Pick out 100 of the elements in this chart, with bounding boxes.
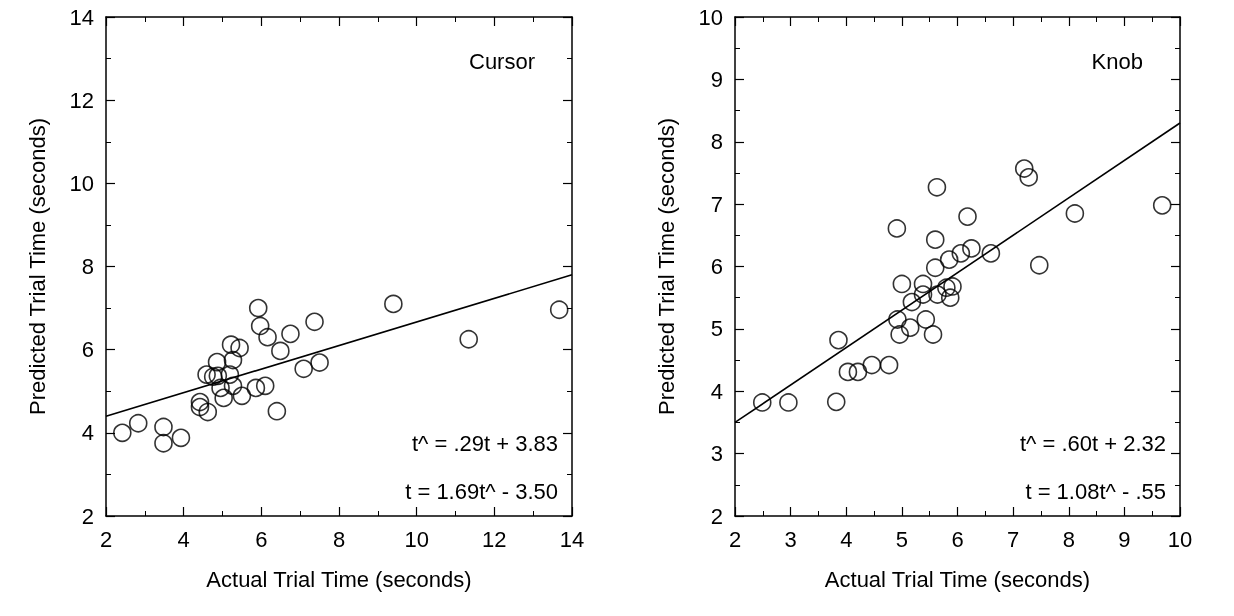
point	[892, 274, 912, 294]
point	[384, 294, 403, 314]
y-tick-label: 2	[81, 503, 94, 529]
point	[779, 393, 798, 412]
point	[223, 350, 243, 370]
point	[939, 250, 959, 269]
x-tick-label: 8	[1062, 526, 1075, 552]
point	[958, 207, 977, 226]
point	[128, 413, 148, 433]
point	[190, 392, 210, 412]
x-tick-label: 2	[99, 526, 113, 552]
point	[752, 393, 772, 412]
point	[1014, 159, 1034, 178]
y-tick-label: 8	[81, 254, 94, 279]
annotation: t^ = .29t + 3.83	[411, 430, 558, 456]
point	[250, 316, 270, 336]
point	[203, 367, 223, 386]
x-tick-label: 5	[895, 526, 908, 552]
point	[305, 312, 324, 332]
point	[925, 230, 945, 249]
point	[267, 401, 287, 421]
x-tick-label: 12	[482, 526, 507, 552]
x-tick-label: 6	[255, 526, 268, 552]
point	[1065, 204, 1085, 223]
point	[962, 239, 981, 258]
point	[951, 244, 971, 263]
y-tick-label: 4	[710, 378, 723, 404]
point	[294, 359, 313, 379]
point	[829, 330, 848, 350]
annotation: t = 1.69t^ - 3.50	[405, 478, 558, 504]
y-tick-label: 7	[710, 191, 723, 217]
annotation: t^ = .60t + 2.32	[1019, 430, 1166, 456]
point	[221, 335, 241, 354]
y-tick-label: 6	[81, 337, 94, 363]
point	[913, 274, 933, 294]
point	[197, 365, 216, 384]
point	[879, 355, 899, 375]
point	[923, 325, 943, 344]
point	[826, 392, 846, 412]
x-tick-label: 6	[951, 526, 964, 552]
point	[248, 298, 268, 318]
y-tick-label: 10	[698, 4, 723, 30]
point	[310, 353, 329, 372]
point	[258, 327, 277, 347]
text: Knob	[1091, 48, 1144, 74]
y-tick-label: 12	[69, 87, 94, 113]
x-tick-label: 8	[332, 526, 346, 552]
x-tick-label: 3	[784, 526, 797, 552]
point	[230, 338, 249, 358]
point	[255, 376, 275, 396]
x-tick-label: 7	[1007, 526, 1020, 552]
y-tick-label: 10	[69, 170, 94, 196]
y-tick-label: 3	[710, 441, 723, 467]
y-tick-label: 5	[710, 316, 723, 342]
point	[981, 244, 1001, 263]
point	[900, 318, 920, 337]
point	[271, 341, 290, 361]
point	[154, 433, 173, 453]
point	[940, 288, 960, 307]
annotation: t = 1.08t^ - .55	[1025, 478, 1167, 504]
point	[246, 378, 266, 398]
point	[928, 285, 947, 304]
point	[281, 324, 300, 344]
x-tick-label: 4	[177, 526, 190, 552]
x-axis-title: Actual Trial Time (seconds)	[206, 566, 472, 592]
y-tick-label: 6	[710, 254, 723, 279]
point	[211, 378, 230, 398]
point	[208, 366, 228, 386]
point	[937, 278, 956, 297]
point	[171, 428, 191, 448]
point	[198, 402, 218, 422]
x-tick-label: 2	[728, 526, 742, 552]
y-tick-label: 14	[69, 4, 94, 30]
point	[925, 258, 945, 278]
point	[890, 325, 909, 344]
point	[943, 277, 962, 296]
point	[549, 300, 569, 320]
y-tick-label: 8	[710, 129, 723, 155]
point	[1029, 255, 1049, 275]
point	[838, 362, 858, 382]
point	[887, 219, 907, 238]
point	[207, 352, 227, 372]
point	[220, 365, 240, 384]
x-tick-label: 9	[1118, 526, 1131, 552]
point	[154, 417, 173, 437]
y-tick-label: 4	[81, 420, 94, 446]
point	[862, 355, 882, 375]
point	[1019, 168, 1038, 187]
point	[848, 362, 868, 382]
point	[232, 386, 252, 406]
x-tick-label: 14	[559, 526, 585, 552]
point	[916, 310, 936, 329]
x-axis-title: Actual Trial Time (seconds)	[824, 566, 1091, 592]
point	[113, 423, 132, 443]
point	[459, 329, 478, 349]
x-tick-label: 4	[840, 526, 853, 552]
point	[927, 177, 947, 197]
point	[223, 376, 243, 396]
point	[190, 397, 210, 417]
point	[913, 285, 933, 304]
